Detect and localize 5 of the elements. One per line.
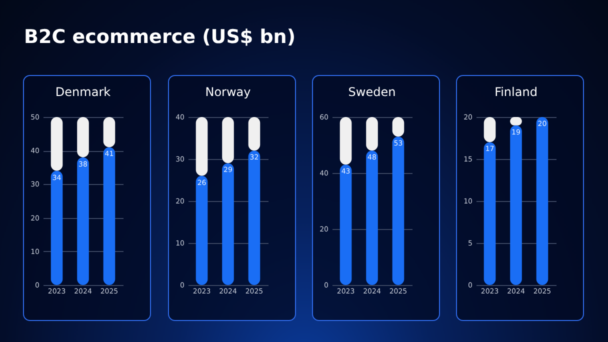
chart-title: Finland — [494, 85, 538, 99]
chart-title: Sweden — [348, 85, 396, 99]
chart-title: Norway — [205, 85, 251, 99]
text: B2C ecommerce (US$ bn) — [24, 26, 296, 48]
chart-title: Denmark — [55, 85, 111, 99]
